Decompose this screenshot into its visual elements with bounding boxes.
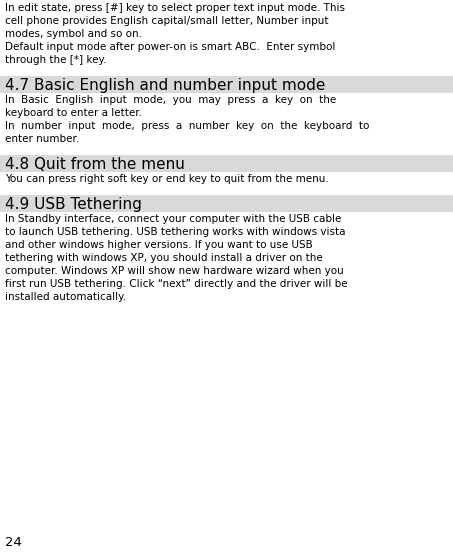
Text: first run USB tethering. Click “next” directly and the driver will be: first run USB tethering. Click “next” di… bbox=[5, 279, 347, 289]
Bar bbox=[0, 76, 453, 93]
Text: In Standby interface, connect your computer with the USB cable: In Standby interface, connect your compu… bbox=[5, 214, 342, 224]
Text: 4.8 Quit from the menu: 4.8 Quit from the menu bbox=[5, 157, 185, 172]
Text: In  number  input  mode,  press  a  number  key  on  the  keyboard  to: In number input mode, press a number key… bbox=[5, 121, 369, 131]
Text: enter number.: enter number. bbox=[5, 134, 79, 144]
Text: computer. Windows XP will show new hardware wizard when you: computer. Windows XP will show new hardw… bbox=[5, 266, 344, 276]
Text: 24: 24 bbox=[5, 536, 22, 549]
Text: keyboard to enter a letter.: keyboard to enter a letter. bbox=[5, 108, 142, 118]
Text: modes, symbol and so on.: modes, symbol and so on. bbox=[5, 29, 142, 39]
Text: through the [*] key.: through the [*] key. bbox=[5, 55, 106, 65]
Text: tethering with windows XP, you should install a driver on the: tethering with windows XP, you should in… bbox=[5, 253, 323, 263]
Text: and other windows higher versions. If you want to use USB: and other windows higher versions. If yo… bbox=[5, 240, 313, 250]
Text: installed automatically.: installed automatically. bbox=[5, 292, 126, 302]
Text: In edit state, press [#] key to select proper text input mode. This: In edit state, press [#] key to select p… bbox=[5, 3, 345, 13]
Text: 4.7 Basic English and number input mode: 4.7 Basic English and number input mode bbox=[5, 78, 325, 93]
Text: to launch USB tethering. USB tethering works with windows vista: to launch USB tethering. USB tethering w… bbox=[5, 227, 346, 237]
Bar bbox=[0, 155, 453, 172]
Text: cell phone provides English capital/small letter, Number input: cell phone provides English capital/smal… bbox=[5, 16, 328, 26]
Text: In  Basic  English  input  mode,  you  may  press  a  key  on  the: In Basic English input mode, you may pre… bbox=[5, 95, 336, 105]
Bar bbox=[0, 195, 453, 212]
Text: Default input mode after power-on is smart ABC.  Enter symbol: Default input mode after power-on is sma… bbox=[5, 42, 335, 52]
Text: You can press right soft key or end key to quit from the menu.: You can press right soft key or end key … bbox=[5, 174, 329, 184]
Text: 4.9 USB Tethering: 4.9 USB Tethering bbox=[5, 197, 142, 212]
